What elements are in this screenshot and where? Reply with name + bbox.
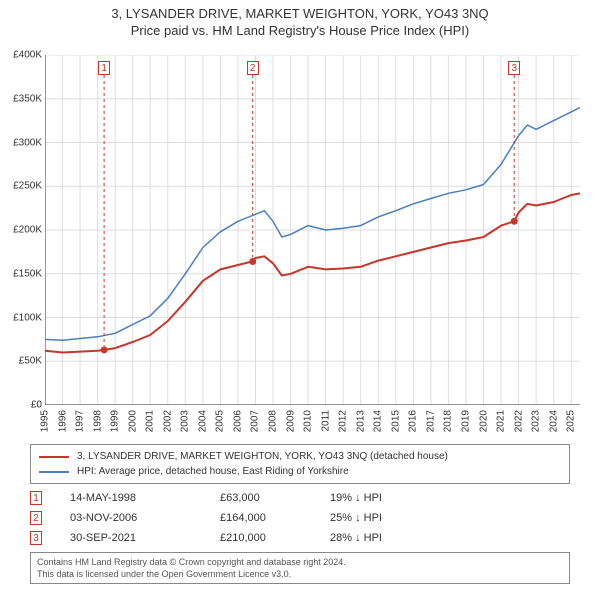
- x-tick-label: 2016: [408, 410, 419, 432]
- chart-container: { "title": { "line1": "3, LYSANDER DRIVE…: [0, 0, 600, 590]
- chart-svg: [45, 55, 580, 405]
- x-tick-label: 1995: [40, 410, 51, 432]
- x-tick-label: 2025: [566, 410, 577, 432]
- y-tick-label: £0: [31, 400, 42, 411]
- x-tick-label: 2011: [320, 410, 331, 432]
- event-row: 1 14-MAY-1998£63,00019% ↓ HPI: [30, 488, 570, 508]
- x-tick-label: 2024: [548, 410, 559, 432]
- price-events: 1 14-MAY-1998£63,00019% ↓ HPI 2 03-NOV-2006…: [30, 488, 570, 548]
- footer-attribution: Contains HM Land Registry data © Crown c…: [30, 552, 570, 584]
- x-tick-label: 2014: [373, 410, 384, 432]
- x-tick-label: 2003: [180, 410, 191, 432]
- event-price: £63,000: [220, 492, 330, 504]
- event-marker-3: 3: [508, 61, 520, 75]
- x-tick-label: 2021: [496, 410, 507, 432]
- y-tick-label: £400K: [13, 50, 42, 61]
- y-tick-label: £300K: [13, 137, 42, 148]
- x-tick-label: 2004: [197, 410, 208, 432]
- y-tick-label: £100K: [13, 312, 42, 323]
- x-tick-label: 2012: [338, 410, 349, 432]
- event-marker-badge: 2: [30, 511, 42, 525]
- y-tick-label: £200K: [13, 225, 42, 236]
- event-delta: 28% ↓ HPI: [330, 532, 382, 544]
- event-marker-badge: 3: [30, 531, 42, 545]
- chart-title: 3, LYSANDER DRIVE, MARKET WEIGHTON, YORK…: [0, 0, 600, 38]
- x-tick-label: 2000: [127, 410, 138, 432]
- footer-line-2: This data is licensed under the Open Gov…: [37, 568, 563, 580]
- event-price: £164,000: [220, 512, 330, 524]
- event-price: £210,000: [220, 532, 330, 544]
- x-tick-label: 2018: [443, 410, 454, 432]
- chart-plot-area: [45, 55, 580, 405]
- x-tick-label: 2020: [478, 410, 489, 432]
- footer-line-1: Contains HM Land Registry data © Crown c…: [37, 556, 563, 568]
- x-tick-label: 2006: [232, 410, 243, 432]
- legend: 3, LYSANDER DRIVE, MARKET WEIGHTON, YORK…: [30, 444, 570, 484]
- x-axis: 1995199619971998199920002001200220032004…: [45, 408, 580, 442]
- event-marker-1: 1: [98, 61, 110, 75]
- legend-row-property: 3, LYSANDER DRIVE, MARKET WEIGHTON, YORK…: [39, 449, 561, 464]
- legend-swatch-hpi: [39, 471, 69, 473]
- x-tick-label: 1999: [110, 410, 121, 432]
- x-tick-label: 2022: [513, 410, 524, 432]
- y-tick-label: £150K: [13, 268, 42, 279]
- x-tick-label: 2019: [460, 410, 471, 432]
- event-date: 03-NOV-2006: [70, 512, 220, 524]
- legend-label-property: 3, LYSANDER DRIVE, MARKET WEIGHTON, YORK…: [77, 449, 448, 464]
- legend-label-hpi: HPI: Average price, detached house, East…: [77, 464, 349, 479]
- x-tick-label: 1997: [75, 410, 86, 432]
- legend-row-hpi: HPI: Average price, detached house, East…: [39, 464, 561, 479]
- title-line-2: Price paid vs. HM Land Registry's House …: [0, 23, 600, 38]
- x-tick-label: 2001: [145, 410, 156, 432]
- y-tick-label: £50K: [19, 356, 42, 367]
- x-tick-label: 2002: [162, 410, 173, 432]
- event-delta: 19% ↓ HPI: [330, 492, 382, 504]
- event-delta: 25% ↓ HPI: [330, 512, 382, 524]
- title-line-1: 3, LYSANDER DRIVE, MARKET WEIGHTON, YORK…: [0, 6, 600, 21]
- x-tick-label: 2015: [390, 410, 401, 432]
- y-axis: £0£50K£100K£150K£200K£250K£300K£350K£400…: [0, 55, 44, 405]
- x-tick-label: 2009: [285, 410, 296, 432]
- x-tick-label: 1996: [57, 410, 68, 432]
- event-date: 14-MAY-1998: [70, 492, 220, 504]
- event-row: 3 30-SEP-2021£210,00028% ↓ HPI: [30, 528, 570, 548]
- x-tick-label: 2017: [425, 410, 436, 432]
- x-tick-label: 2010: [303, 410, 314, 432]
- event-row: 2 03-NOV-2006£164,00025% ↓ HPI: [30, 508, 570, 528]
- x-tick-label: 2013: [355, 410, 366, 432]
- x-tick-label: 2005: [215, 410, 226, 432]
- event-date: 30-SEP-2021: [70, 532, 220, 544]
- x-tick-label: 2023: [531, 410, 542, 432]
- y-tick-label: £250K: [13, 181, 42, 192]
- legend-swatch-property: [39, 456, 69, 458]
- y-tick-label: £350K: [13, 93, 42, 104]
- x-tick-label: 2007: [250, 410, 261, 432]
- event-marker-badge: 1: [30, 491, 42, 505]
- x-tick-label: 1998: [92, 410, 103, 432]
- x-tick-label: 2008: [268, 410, 279, 432]
- event-marker-2: 2: [247, 61, 259, 75]
